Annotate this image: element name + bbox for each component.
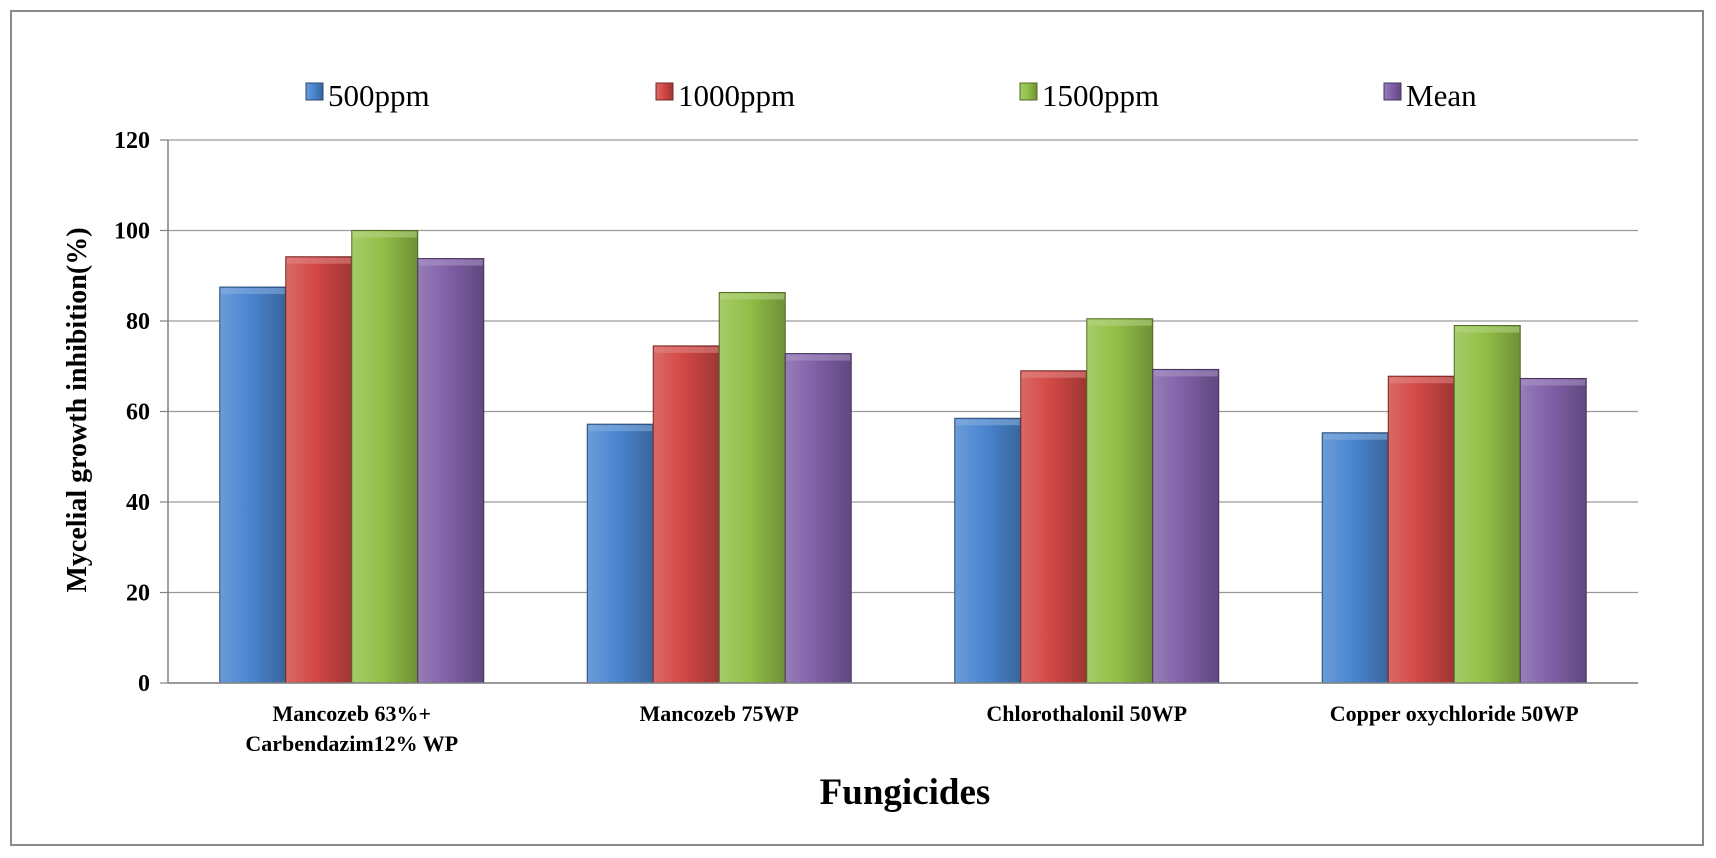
bar-1000ppm-3	[1020, 370, 1088, 684]
bar-500ppm-2	[586, 423, 654, 684]
bars	[219, 230, 1587, 684]
y-tick-label: 120	[114, 128, 150, 154]
bar-top-highlight	[1021, 371, 1086, 378]
bar-top-highlight	[1087, 319, 1152, 326]
legend-label: 1500ppm	[1042, 78, 1159, 113]
bar-500ppm-3	[954, 417, 1022, 684]
x-category-label: Mancozeb 63%+	[272, 701, 431, 726]
bar-mean-3	[1152, 368, 1220, 684]
legend-swatch	[1019, 82, 1038, 101]
bar-top-highlight	[1521, 379, 1586, 386]
x-category-label: Carbendazim12% WP	[245, 731, 458, 756]
legend-label: 1000ppm	[678, 78, 795, 113]
legend-swatch	[655, 82, 674, 101]
bar-top-highlight	[955, 419, 1020, 426]
bar-1000ppm-2	[652, 345, 720, 684]
bar-top-highlight	[1323, 433, 1388, 440]
y-tick-label: 80	[126, 309, 150, 335]
legend-swatch	[305, 82, 324, 101]
bar-1500ppm-2	[718, 291, 786, 684]
bar-top-highlight	[1389, 377, 1454, 384]
bar-top-highlight	[588, 425, 653, 432]
x-category-labels: Mancozeb 63%+ Carbendazim12% WP Mancozeb 7…	[245, 701, 1578, 756]
y-tick-label: 20	[126, 581, 150, 607]
bar-top-highlight	[786, 354, 851, 361]
bar-mean-2	[784, 353, 852, 684]
legend-label: Mean	[1406, 78, 1477, 113]
legend-label: 500ppm	[328, 78, 430, 113]
y-tick-label: 40	[126, 490, 150, 516]
bar-top-highlight	[352, 231, 417, 238]
legend: 500ppm 1000ppm 1500ppm Mean	[305, 78, 1477, 113]
bar-mean-1	[417, 258, 485, 684]
bar-top-highlight	[418, 259, 483, 266]
x-category-label: Chlorothalonil 50WP	[986, 701, 1187, 726]
y-tick-label: 60	[126, 400, 150, 426]
legend-swatch	[1383, 82, 1402, 101]
bar-1500ppm-3	[1086, 318, 1154, 684]
bar-500ppm-1	[219, 286, 287, 684]
bar-mean-4	[1519, 377, 1587, 684]
bar-top-highlight	[1455, 326, 1520, 333]
bar-top-highlight	[654, 346, 719, 353]
y-tick-label: 100	[114, 219, 150, 245]
bar-top-highlight	[220, 288, 285, 295]
y-axis-title: Mycelial growth inhibition(%)	[62, 227, 93, 592]
x-axis-title: Fungicides	[820, 772, 991, 813]
x-category-label: Mancozeb 75WP	[640, 701, 799, 726]
bar-top-highlight	[1153, 370, 1218, 377]
bar-500ppm-4	[1321, 432, 1389, 684]
bar-1000ppm-4	[1387, 375, 1455, 684]
axes	[167, 140, 1638, 684]
bar-top-highlight	[286, 257, 351, 264]
bar-1500ppm-4	[1453, 325, 1521, 684]
bar-1000ppm-1	[285, 256, 353, 684]
bar-1500ppm-1	[351, 230, 419, 684]
y-tick-labels: 0 20 40 60 80 100 120	[114, 128, 150, 697]
x-category-label: Copper oxychloride 50WP	[1330, 701, 1579, 726]
bar-top-highlight	[720, 293, 785, 300]
y-tick-label: 0	[138, 671, 150, 697]
